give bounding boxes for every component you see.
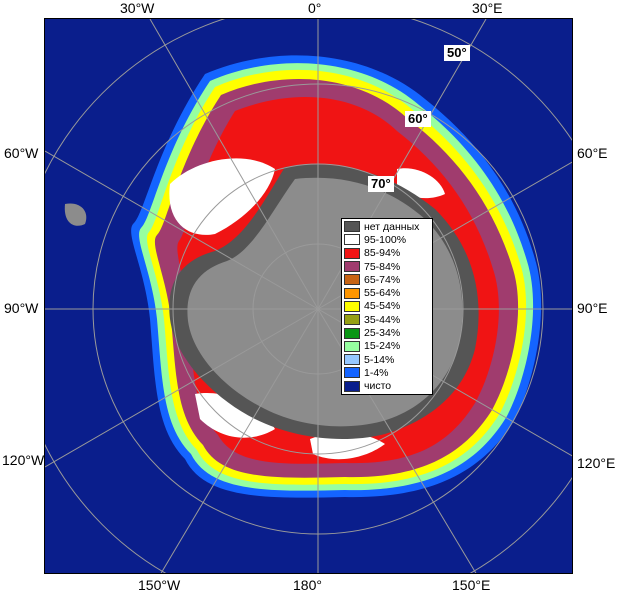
legend-swatch (344, 274, 360, 286)
lat-label-50: 50° (444, 45, 470, 61)
map-frame (44, 18, 573, 574)
legend-label: 35-44% (364, 313, 401, 326)
legend-swatch (344, 300, 360, 312)
legend-label: чисто (364, 380, 392, 393)
legend-label: 15-24% (364, 340, 401, 353)
lon-label-60w: 60°W (4, 145, 39, 161)
legend-swatch (344, 380, 360, 392)
legend-label: 85-94% (364, 247, 401, 260)
lon-label-30e: 30°E (472, 0, 503, 16)
legend-item: 75-84% (344, 260, 430, 273)
lon-label-90w: 90°W (4, 300, 39, 316)
legend-label: 25-34% (364, 327, 401, 340)
legend-label: 45-54% (364, 300, 401, 313)
legend-item: 45-54% (344, 300, 430, 313)
lon-label-150w: 150°W (138, 577, 181, 593)
legend-label: 1-4% (364, 366, 389, 379)
lon-label-120e: 120°E (577, 455, 616, 471)
legend-item: 65-74% (344, 273, 430, 286)
legend-swatch (344, 287, 360, 299)
legend-swatch (344, 261, 360, 273)
legend-swatch (344, 340, 360, 352)
south-america-land (64, 203, 87, 226)
legend-item: 5-14% (344, 353, 430, 366)
lat-label-60: 60° (405, 111, 431, 127)
lon-label-180: 180° (293, 577, 322, 593)
legend-label: 65-74% (364, 273, 401, 286)
legend-label: 5-14% (364, 353, 395, 366)
legend-label: нет данных (364, 220, 420, 233)
lat-label-70: 70° (368, 176, 394, 192)
legend-item: 25-34% (344, 326, 430, 339)
legend-swatch (344, 314, 360, 326)
legend-swatch (344, 234, 360, 246)
ice-patch-white-ross-west (195, 393, 275, 438)
ice-patch-white-ross (310, 432, 385, 460)
graticule (45, 19, 572, 573)
legend-swatch (344, 354, 360, 366)
legend-item: 1-4% (344, 366, 430, 379)
ice-patch-white-weddell (169, 158, 275, 235)
legend: нет данных 95-100% 85-94% 75-84% 65-74% 55-64… (341, 218, 433, 395)
legend-swatch (344, 247, 360, 259)
legend-swatch (344, 367, 360, 379)
legend-swatch (344, 221, 360, 233)
lon-label-60e: 60°E (577, 145, 608, 161)
lon-label-0: 0° (308, 0, 322, 16)
lon-label-30w: 30°W (120, 0, 155, 16)
legend-label: 95-100% (364, 233, 407, 246)
legend-swatch (344, 327, 360, 339)
legend-item: 95-100% (344, 233, 430, 246)
legend-item: 85-94% (344, 247, 430, 260)
ice-concentration-map (45, 19, 572, 573)
legend-label: 75-84% (364, 260, 401, 273)
legend-item: чисто (344, 380, 430, 393)
lon-label-90e: 90°E (577, 300, 608, 316)
lon-label-120w: 120°W (2, 452, 45, 468)
legend-item: нет данных (344, 220, 430, 233)
legend-label: 55-64% (364, 287, 401, 300)
legend-item: 35-44% (344, 313, 430, 326)
legend-item: 55-64% (344, 286, 430, 299)
legend-item: 15-24% (344, 340, 430, 353)
lon-label-150e: 150°E (452, 577, 491, 593)
ice-patch-white-east (397, 168, 445, 199)
